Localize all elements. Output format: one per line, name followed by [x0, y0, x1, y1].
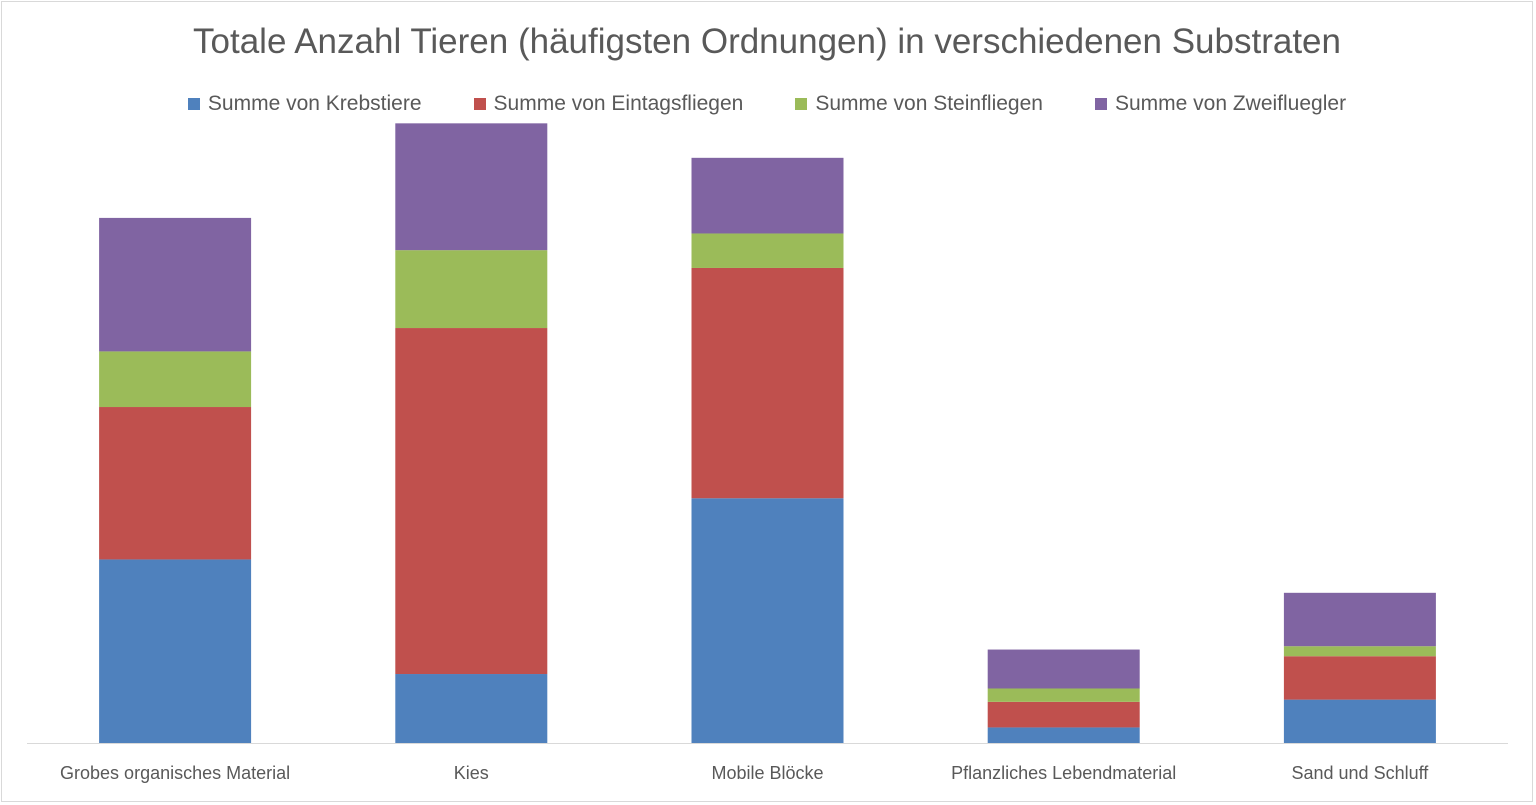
bar-krebstiere-5: [1283, 699, 1436, 743]
legend-swatch-steinfliegen: [795, 98, 808, 110]
x-tick-label: Sand und Schluff: [1292, 763, 1430, 783]
bar-eintagsfliegen-1: [99, 407, 252, 560]
legend-swatch-krebstiere: [187, 98, 200, 110]
legend-label-steinfliegen: Summe von Steinfliegen: [815, 92, 1043, 115]
bar-eintagsfliegen-5: [1283, 656, 1436, 700]
legend-swatch-zweifluegler: [1094, 98, 1107, 110]
bar-krebstiere-4: [987, 727, 1140, 743]
x-tick-label: Kies: [454, 763, 489, 783]
bar-eintagsfliegen-4: [987, 701, 1140, 728]
bar-steinfliegen-2: [395, 250, 548, 329]
x-tick-label: Grobes organisches Material: [60, 763, 290, 783]
bar-zweifluegler-3: [691, 157, 844, 234]
chart-legend: Summe von Krebstiere Summe von Eintagsfl…: [0, 92, 1534, 116]
chart-title: Totale Anzahl Tieren (häufigsten Ordnung…: [193, 22, 1341, 61]
bar-steinfliegen-1: [99, 351, 252, 408]
bar-steinfliegen-3: [691, 233, 844, 268]
bar-steinfliegen-5: [1283, 646, 1436, 657]
bar-krebstiere-2: [395, 674, 548, 743]
legend-item-steinfliegen: Summe von Steinfliegen: [795, 92, 1043, 116]
bar-krebstiere-3: [691, 498, 844, 743]
bar-zweifluegler-2: [395, 123, 548, 251]
legend-label-eintagsfliegen: Summe von Eintagsfliegen: [493, 92, 744, 115]
bar-steinfliegen-4: [987, 688, 1140, 702]
bar-eintagsfliegen-3: [691, 267, 844, 499]
legend-item-eintagsfliegen: Summe von Eintagsfliegen: [473, 92, 744, 116]
bar-zweifluegler-5: [1283, 592, 1436, 647]
bar-zweifluegler-1: [99, 217, 252, 352]
legend-item-krebstiere: Summe von Krebstiere: [187, 92, 422, 116]
legend-swatch-eintagsfliegen: [473, 98, 486, 110]
bar-zweifluegler-4: [987, 649, 1140, 689]
legend-label-krebstiere: Summe von Krebstiere: [207, 92, 422, 115]
legend-label-zweifluegler: Summe von Zweifluegler: [1114, 92, 1347, 115]
x-tick-label: Mobile Blöcke: [711, 763, 823, 783]
bar-krebstiere-1: [99, 559, 252, 743]
legend-item-zweifluegler: Summe von Zweifluegler: [1094, 92, 1347, 116]
bar-eintagsfliegen-2: [395, 328, 548, 675]
x-tick-label: Pflanzliches Lebendmaterial: [951, 763, 1176, 783]
